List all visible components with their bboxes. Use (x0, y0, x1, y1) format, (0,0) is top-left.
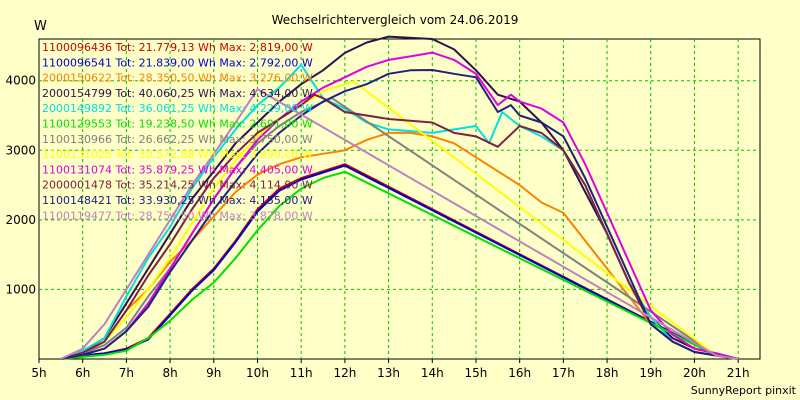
legend: 1100096436 Tot: 21.779,13 Wh Max: 2.819,… (42, 41, 313, 222)
series-line-1100131025 (60, 80, 739, 360)
legend-entry-2000149892: 2000149892 Tot: 36.061,25 Wh Max: 4.229,… (42, 102, 313, 115)
legend-entry-1100129553: 1100129553 Tot: 19.238,50 Wh Max: 2.691,… (42, 118, 313, 131)
y-axis-ticks: 1000 2000 3000 4000 (5, 74, 36, 297)
x-axis-ticks: 5h 6h 7h 8h 9h 10h 11h 12h 13h 14h 15h 16h 17h 18h 19h… (31, 359, 750, 380)
y-tick-label: 3000 (5, 143, 36, 157)
chart-title: Wechselrichtervergleich vom 24.06.2019 (272, 13, 519, 27)
x-tick-label: 11h (290, 366, 313, 380)
legend-entry-2000001478: 2000001478 Tot: 35.214,25 Wh Max: 4.114,… (42, 179, 313, 192)
series-line-1100129553 (60, 170, 739, 360)
x-tick-label: 19h (639, 366, 662, 380)
x-tick-label: 12h (333, 366, 356, 380)
legend-entry-1100130966: 1100130966 Tot: 26.662,25 Wh Max: 3.750,… (42, 133, 313, 146)
legend-entry-1100131074: 1100131074 Tot: 35.879,25 Wh Max: 4.405,… (42, 163, 313, 176)
series-line-1100119477 (60, 88, 739, 360)
y-axis-unit: W (34, 19, 47, 34)
y-tick-label: 4000 (5, 74, 36, 88)
legend-entry-1100119477: 1100119477 Tot: 28.754,50 Wh Max: 3.878,… (42, 209, 313, 222)
x-tick-label: 9h (206, 366, 221, 380)
x-tick-label: 18h (596, 366, 619, 380)
legend-entry-2000150622: 2000150622 Tot: 28.350,50 Wh Max: 3.276,… (42, 72, 313, 85)
x-tick-label: 10h (246, 366, 269, 380)
x-tick-label: 7h (119, 366, 134, 380)
chart-credit: SunnyReport pinxit (691, 384, 797, 397)
x-tick-label: 17h (552, 366, 575, 380)
x-tick-label: 20h (683, 366, 706, 380)
legend-entry-1100096436: 1100096436 Tot: 21.779,13 Wh Max: 2.819,… (42, 41, 313, 54)
series-line-1100131074 (60, 51, 739, 360)
x-tick-label: 8h (162, 366, 177, 380)
x-tick-label: 16h (508, 366, 531, 380)
legend-entry-2000154799: 2000154799 Tot: 40.060,25 Wh Max: 4.634,… (42, 87, 313, 100)
x-tick-label: 5h (31, 366, 46, 380)
legend-entry-1100131025: 1100131025 Tot: 30.572,88 Wh Max: 3.990,… (42, 148, 313, 161)
x-tick-label: 6h (75, 366, 90, 380)
x-tick-label: 21h (727, 366, 750, 380)
x-tick-label: 14h (421, 366, 444, 380)
legend-entry-1100148421: 1100148421 Tot: 33.930,25 Wh Max: 4.155,… (42, 194, 313, 207)
x-tick-label: 15h (465, 366, 488, 380)
legend-entry-1100096541: 1100096541 Tot: 21.839,00 Wh Max: 2.792,… (42, 56, 313, 69)
series-line-2000001478 (60, 93, 739, 360)
y-tick-label: 1000 (5, 282, 36, 296)
series-lines (60, 35, 739, 360)
y-tick-label: 2000 (5, 213, 36, 227)
x-tick-label: 13h (377, 366, 400, 380)
series-line-1100148421 (60, 69, 739, 360)
series-line-1100096541 (60, 164, 739, 360)
